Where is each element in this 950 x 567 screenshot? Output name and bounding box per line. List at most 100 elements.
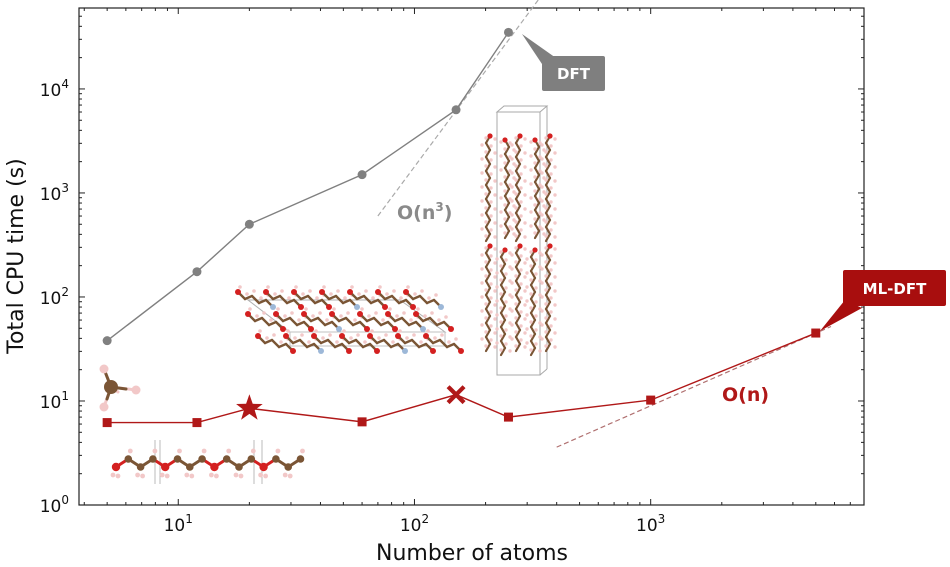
bond [313, 298, 324, 305]
atom [544, 260, 548, 264]
bond [263, 338, 274, 345]
atom [538, 349, 542, 353]
atom [364, 326, 370, 332]
atom [499, 292, 503, 296]
atom [553, 261, 557, 265]
bond [390, 294, 401, 305]
atom [534, 272, 538, 276]
atom [549, 214, 553, 218]
atom [484, 302, 488, 306]
atom [519, 268, 523, 272]
atom [510, 213, 514, 217]
atom [540, 295, 544, 299]
bond [484, 218, 492, 229]
atom [523, 289, 527, 293]
atom [493, 317, 497, 321]
bond [305, 342, 316, 349]
bond [529, 276, 537, 287]
atom [258, 472, 263, 478]
atom [272, 333, 276, 337]
bond [334, 294, 345, 305]
x-tick-label: 103 [636, 512, 665, 536]
atom [273, 311, 279, 317]
bond [499, 311, 507, 322]
atom [398, 329, 402, 333]
atom [252, 289, 256, 293]
bond [544, 225, 552, 236]
bond [418, 294, 429, 305]
bond [499, 318, 507, 329]
atom [346, 311, 350, 315]
atom [514, 274, 518, 278]
atom [540, 227, 544, 231]
scaling-guide-lines [377, 0, 832, 448]
atom [357, 311, 363, 317]
linear-chain-molecule [110, 440, 305, 484]
atom [360, 307, 364, 311]
atom [553, 247, 557, 251]
atom [495, 257, 499, 261]
atom [318, 348, 324, 354]
atom [533, 175, 537, 179]
bond [417, 342, 428, 349]
atom [385, 311, 391, 317]
data-series [102, 27, 821, 428]
atom [329, 292, 333, 296]
bond [484, 328, 492, 339]
atom [529, 334, 533, 338]
bond [341, 298, 352, 305]
atom [514, 246, 518, 250]
atom [423, 333, 429, 339]
bond [431, 338, 442, 345]
bond [544, 169, 552, 180]
bond [484, 183, 492, 194]
atom [484, 246, 488, 250]
bond [351, 320, 362, 327]
bond [484, 286, 492, 297]
atom [517, 133, 523, 139]
atom [493, 165, 497, 169]
atom [301, 311, 307, 317]
bond [333, 342, 344, 349]
atom [519, 144, 523, 148]
atom [533, 147, 537, 151]
bond [503, 180, 511, 191]
atom [343, 296, 347, 300]
atom [273, 292, 277, 296]
bond [529, 269, 537, 280]
bond [544, 155, 552, 166]
atom [291, 289, 297, 295]
atom [499, 210, 503, 214]
bond [484, 211, 492, 222]
bond [270, 338, 281, 349]
cell-outline [496, 111, 541, 376]
atom [287, 473, 293, 479]
atom [335, 340, 339, 344]
atom [523, 303, 527, 307]
atom [514, 344, 518, 348]
atom [529, 154, 533, 158]
atom [544, 302, 548, 306]
atom [357, 292, 361, 296]
atom [255, 314, 259, 318]
bond [544, 342, 552, 353]
atom [553, 275, 557, 279]
atom [489, 214, 493, 218]
bond [257, 298, 268, 305]
bond [365, 316, 376, 323]
atom [489, 310, 493, 314]
atom [549, 144, 553, 148]
atom [311, 333, 317, 339]
atom [263, 289, 269, 295]
atom [480, 295, 484, 299]
atom [484, 316, 488, 320]
atom [493, 235, 497, 239]
atom [159, 472, 165, 478]
atom [385, 292, 389, 296]
atom [378, 285, 382, 289]
atom [201, 448, 207, 454]
atom [523, 275, 527, 279]
atom [318, 311, 322, 315]
molecule-illustrations [99, 105, 557, 484]
bond [278, 294, 289, 305]
